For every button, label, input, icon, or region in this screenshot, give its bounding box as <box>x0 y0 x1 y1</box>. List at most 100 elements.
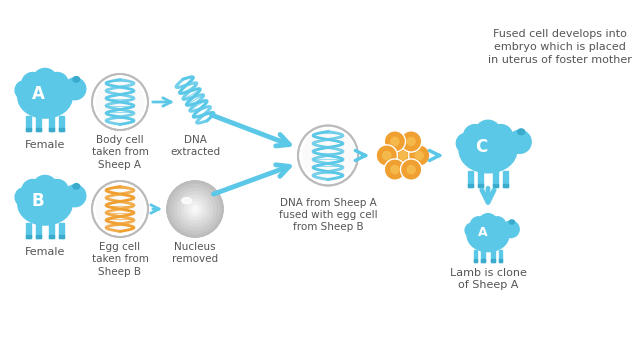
Circle shape <box>384 159 406 180</box>
Bar <box>49 235 54 238</box>
Circle shape <box>92 74 148 130</box>
Text: Egg cell
taken from
Sheep B: Egg cell taken from Sheep B <box>92 242 148 277</box>
Text: B: B <box>32 191 45 210</box>
Bar <box>481 260 484 261</box>
Bar <box>59 128 64 131</box>
Circle shape <box>96 78 144 126</box>
Circle shape <box>463 124 486 148</box>
Bar <box>493 171 498 186</box>
Circle shape <box>401 159 422 180</box>
Bar <box>478 183 483 186</box>
Ellipse shape <box>73 76 80 82</box>
Bar <box>468 183 473 186</box>
Circle shape <box>490 124 513 148</box>
Circle shape <box>500 133 520 153</box>
Bar <box>36 116 40 131</box>
Bar <box>26 128 31 131</box>
Circle shape <box>398 151 408 160</box>
Ellipse shape <box>518 129 525 135</box>
Circle shape <box>22 179 44 201</box>
Ellipse shape <box>467 219 509 252</box>
Circle shape <box>415 151 424 160</box>
Circle shape <box>382 151 392 160</box>
Circle shape <box>376 145 397 166</box>
Circle shape <box>392 145 413 166</box>
Circle shape <box>508 130 531 153</box>
Text: Fused cell develops into
embryo which is placed
in uterus of foster mother: Fused cell develops into embryo which is… <box>488 29 632 66</box>
Bar <box>36 223 40 238</box>
Circle shape <box>303 130 353 181</box>
Circle shape <box>64 78 86 100</box>
Ellipse shape <box>460 128 517 173</box>
Bar <box>492 250 495 261</box>
Circle shape <box>298 126 358 186</box>
Circle shape <box>184 198 205 219</box>
Circle shape <box>497 223 511 238</box>
Text: Female: Female <box>25 140 65 150</box>
Circle shape <box>456 133 476 153</box>
Circle shape <box>33 68 57 93</box>
Circle shape <box>56 81 75 100</box>
Ellipse shape <box>182 198 191 204</box>
Bar <box>59 116 64 131</box>
Bar <box>36 235 40 238</box>
Circle shape <box>390 136 399 146</box>
Circle shape <box>46 72 68 94</box>
Bar <box>26 116 31 131</box>
Circle shape <box>15 188 34 207</box>
Circle shape <box>479 214 497 232</box>
Bar <box>59 235 64 238</box>
Bar <box>36 128 40 131</box>
Text: C: C <box>475 138 487 156</box>
Circle shape <box>92 181 148 237</box>
Text: DNA
extracted: DNA extracted <box>170 135 220 157</box>
Circle shape <box>96 185 144 233</box>
Text: Female: Female <box>25 247 65 257</box>
Bar <box>492 260 495 261</box>
Text: Body cell
taken from
Sheep A: Body cell taken from Sheep A <box>92 135 148 170</box>
Circle shape <box>174 188 216 230</box>
Circle shape <box>188 202 202 216</box>
Circle shape <box>15 81 34 100</box>
Circle shape <box>475 120 501 146</box>
Bar <box>503 183 508 186</box>
Bar <box>49 223 54 238</box>
Circle shape <box>170 185 220 233</box>
Circle shape <box>390 165 399 174</box>
Circle shape <box>46 179 68 201</box>
Bar <box>499 260 502 261</box>
Bar <box>493 183 498 186</box>
Bar <box>474 260 477 261</box>
Circle shape <box>33 175 57 200</box>
Circle shape <box>384 131 406 152</box>
Ellipse shape <box>18 76 72 118</box>
Bar <box>59 223 64 238</box>
Circle shape <box>56 188 75 207</box>
Ellipse shape <box>73 183 80 189</box>
Text: A: A <box>32 84 45 103</box>
Circle shape <box>64 185 86 207</box>
Text: A: A <box>478 226 488 240</box>
Circle shape <box>470 217 487 233</box>
Bar <box>478 171 483 186</box>
Ellipse shape <box>509 220 515 224</box>
Ellipse shape <box>18 183 72 225</box>
Circle shape <box>177 191 212 226</box>
Bar <box>481 250 484 261</box>
Circle shape <box>22 72 44 94</box>
Bar <box>474 250 477 261</box>
Circle shape <box>502 221 519 238</box>
Circle shape <box>408 145 430 166</box>
Circle shape <box>401 131 422 152</box>
Bar <box>26 235 31 238</box>
Circle shape <box>465 223 480 238</box>
Bar <box>499 250 502 261</box>
Bar <box>468 171 473 186</box>
Circle shape <box>181 195 209 223</box>
Bar <box>503 171 508 186</box>
Bar <box>49 116 54 131</box>
Bar <box>49 128 54 131</box>
Circle shape <box>489 217 506 233</box>
Circle shape <box>406 136 416 146</box>
Circle shape <box>191 206 198 213</box>
